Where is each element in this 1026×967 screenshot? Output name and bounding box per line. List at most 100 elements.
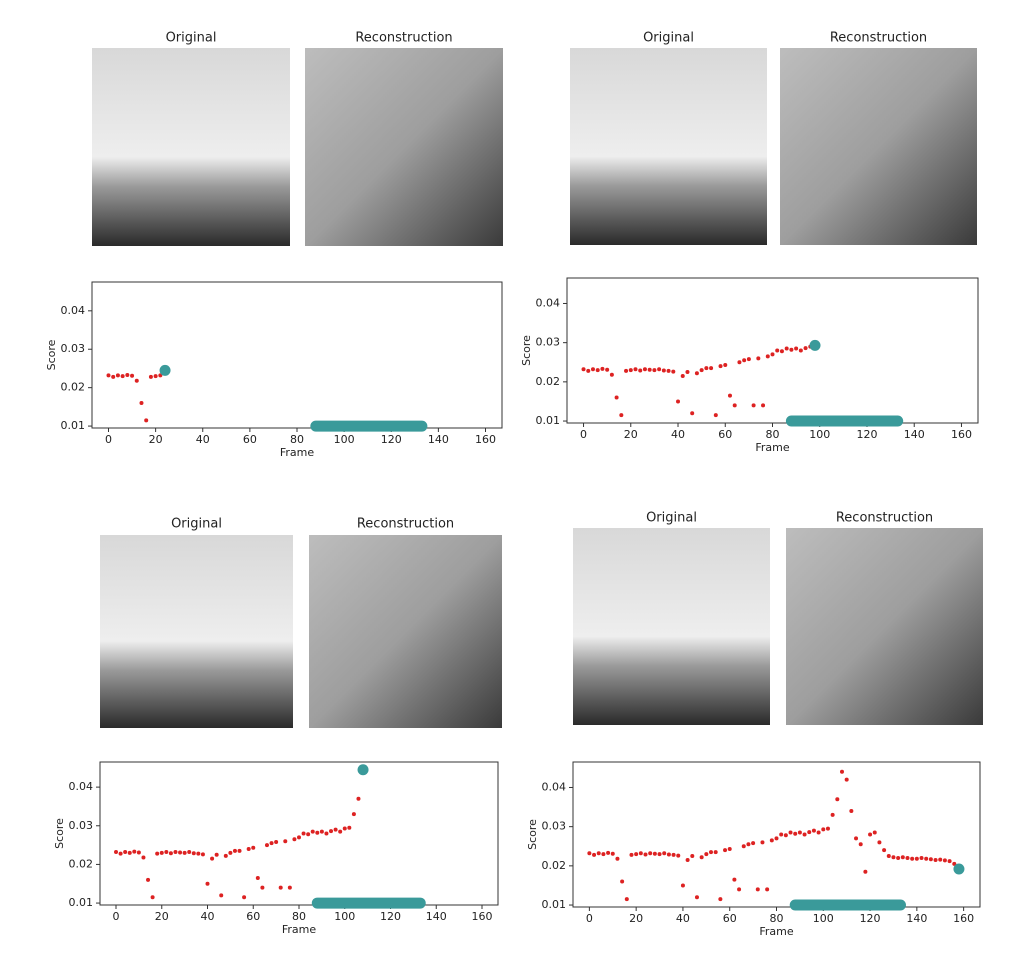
score-point [196,851,201,856]
current-frame [953,863,965,875]
y-axis-label: Score [520,335,533,366]
x-tick-label: 60 [246,910,260,923]
score-point [619,413,624,418]
score-point [342,826,347,831]
score-point [770,352,775,357]
score-point [741,844,746,849]
score-point [666,368,671,373]
x-tick-label: 20 [629,912,643,925]
y-tick-label: 0.03 [61,342,86,355]
score-point [356,796,361,801]
score-point [775,348,780,353]
y-tick-label: 0.03 [542,820,567,833]
score-point [278,885,283,890]
score-point [680,373,685,378]
score-point [952,861,957,866]
score-point [662,851,667,856]
y-tick-label: 0.02 [69,857,94,870]
x-tick-label: 100 [813,912,834,925]
score-point [863,869,868,874]
score-point [690,411,695,416]
score-point [690,854,695,859]
score-point [587,851,592,856]
y-tick-label: 0.01 [69,896,94,909]
score-point [118,851,123,856]
y-tick-label: 0.01 [61,419,86,432]
x-tick-label: 100 [334,910,355,923]
x-tick-label: 120 [380,910,401,923]
score-point [251,845,256,850]
score-point [671,369,676,374]
score-point [942,858,947,863]
score-point [153,374,158,379]
score-point [821,827,826,832]
score-point [779,832,784,837]
score-point [676,853,681,858]
score-point [610,851,615,856]
y-tick-label: 0.04 [69,780,94,793]
current-frame [809,339,821,351]
x-tick-label: 140 [906,912,927,925]
score-point [150,895,155,900]
score-point [789,347,794,352]
image-title: Reconstruction [830,31,927,46]
score-point [125,372,130,377]
score-point [685,370,690,375]
score-point [756,356,761,361]
score-point [751,403,756,408]
score-point [699,368,704,373]
score-point [914,856,919,861]
score-point [306,832,311,837]
score-point [297,835,301,840]
score-point [718,897,723,902]
score-point [301,831,306,836]
image [309,535,502,728]
score-point [755,887,760,892]
image-title: Original [171,517,222,532]
score-point [264,843,269,848]
score-point [648,851,653,856]
score-point [774,836,779,841]
image [780,48,977,245]
score-point [600,366,605,371]
score-point [615,856,620,861]
x-tick-label: 0 [105,433,112,446]
plot-area [91,281,503,429]
x-tick-label: 20 [155,910,169,923]
score-point [638,368,643,373]
score-point [127,850,132,855]
score-point [132,849,137,854]
score-point [130,373,135,378]
image [92,48,290,246]
x-tick-label: 120 [856,428,877,441]
x-tick-label: 80 [766,428,780,441]
score-point [807,830,812,835]
score-point [148,374,153,379]
score-point [839,769,844,774]
score-point [232,848,237,853]
score-point [723,363,728,367]
score-point [910,856,915,861]
score-point [633,367,638,372]
x-tick-label: 20 [149,433,163,446]
score-point [928,857,933,862]
x-tick-label: 100 [809,428,830,441]
score-point [586,368,591,373]
score-point [816,830,821,835]
y-tick-label: 0.04 [542,780,567,793]
score-point [638,851,643,856]
x-tick-label: 0 [113,910,120,923]
x-axis-label: Frame [759,925,794,938]
score-point [886,854,891,859]
y-axis-label: Score [45,339,58,370]
score-point [643,852,648,857]
score-point [765,354,770,359]
score-point [274,840,279,845]
score-point [173,850,178,855]
score-point [891,855,896,860]
score-point [713,413,718,418]
score-point [694,895,699,900]
x-axis-label: Frame [280,446,315,459]
x-tick-label: 160 [475,433,496,446]
score-point [141,855,146,860]
